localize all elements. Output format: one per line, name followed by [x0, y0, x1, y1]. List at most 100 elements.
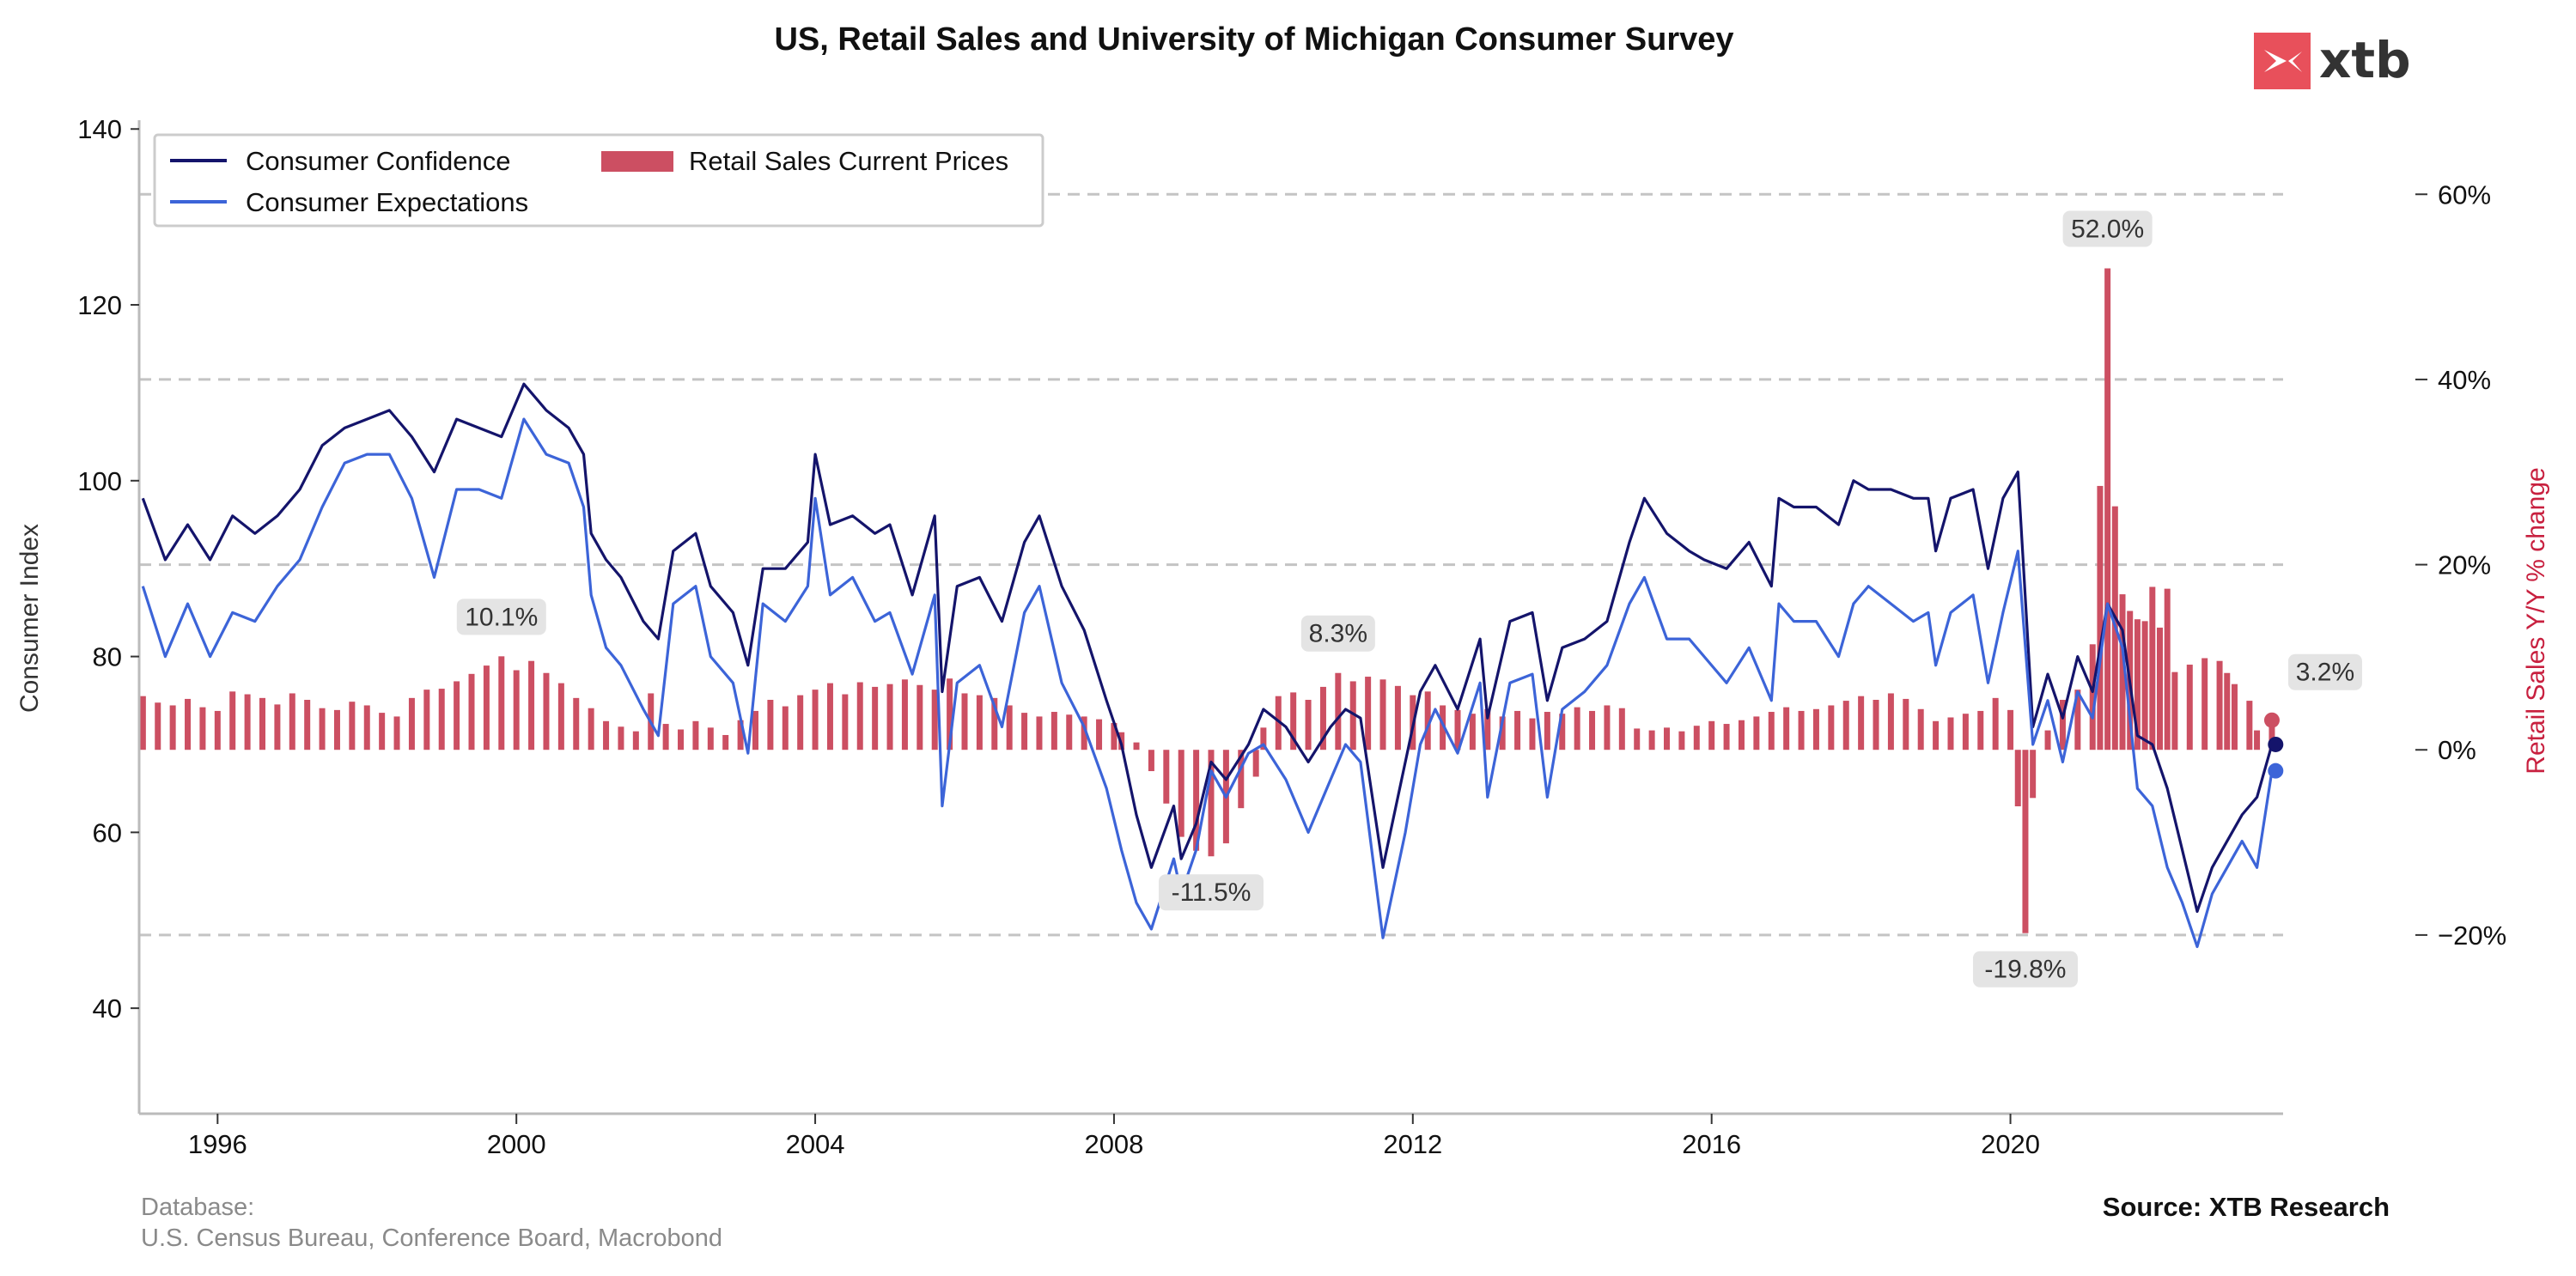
left-tick-label: 80 [93, 642, 122, 672]
retail-sales-bar [1379, 679, 1386, 750]
retail-sales-bar [274, 704, 281, 750]
retail-sales-bar [139, 696, 146, 750]
retail-sales-bar [722, 734, 729, 750]
annotation-label: 8.3% [1309, 620, 1367, 648]
retail-sales-bar [1006, 705, 1013, 750]
retail-sales-bar [2164, 588, 2171, 750]
retail-sales-bar [2074, 690, 2081, 750]
retail-sales-bar [2134, 619, 2141, 750]
retail-sales-bar [2231, 684, 2238, 750]
annotation-box [1972, 951, 2078, 987]
retail-sales-bar [1096, 719, 1103, 750]
consumer-confidence-line [141, 382, 2274, 914]
retail-sales-bar [528, 660, 535, 750]
annotation-label: 3.2% [2296, 659, 2354, 687]
footer-source: Source: XTB Research [2103, 1192, 2390, 1222]
retail-sales-bar [692, 720, 699, 750]
footer-database-sources: U.S. Census Bureau, Conference Board, Ma… [141, 1224, 722, 1252]
annotation-box [1300, 615, 1375, 652]
retail-sales-bar [438, 689, 445, 750]
consumer-lines [141, 382, 2274, 949]
annotation-label: -19.8% [1984, 956, 2066, 984]
retail-sales-bar [707, 727, 714, 750]
retail-sales-bar [2224, 672, 2231, 750]
retail-sales-bar [1335, 672, 1342, 750]
retail-sales-bar [1559, 714, 1566, 750]
retail-sales-bar [513, 670, 520, 750]
retail-sales-bar [1768, 712, 1775, 750]
left-axis-ticks: 40 60 80 100 120 140 [77, 114, 139, 1024]
left-tick-label: 100 [77, 466, 122, 496]
annotation-box [2287, 653, 2362, 690]
retail-sales-bar [1753, 716, 1760, 750]
left-axis-label: Consumer Index [15, 524, 44, 713]
retail-sales-bar [662, 724, 669, 750]
retail-sales-bar [185, 698, 192, 750]
retail-sales-bar [588, 708, 594, 750]
retail-sales-bar [1305, 700, 1312, 750]
retail-sales-bar [454, 681, 460, 750]
retail-sales-bar [199, 707, 206, 750]
retail-sales-bar [2268, 720, 2275, 750]
retail-sales-bar [2044, 730, 2051, 750]
retail-sales-bar [1290, 692, 1297, 750]
retail-sales-bar [678, 729, 685, 750]
retail-sales-bar [319, 708, 326, 750]
retail-sales-bars [139, 268, 2275, 933]
retail-sales-bar [2030, 750, 2037, 799]
retail-sales-bar [169, 705, 176, 750]
retail-sales-bar [797, 695, 804, 750]
consumer-expectations-end-marker [2268, 763, 2284, 779]
retail-sales-bar [947, 678, 953, 750]
right-tick-label: 20% [2438, 550, 2491, 580]
x-tick-label: 1996 [188, 1129, 247, 1159]
retail-sales-bar [543, 672, 550, 750]
annotation-label: 10.1% [465, 603, 538, 631]
retail-sales-bar [2141, 621, 2148, 750]
retail-sales-bar [2254, 730, 2261, 750]
retail-sales-bar [1634, 728, 1641, 750]
retail-sales-bar [304, 700, 311, 750]
retail-sales-bar [244, 694, 251, 750]
retail-sales-bar [2216, 660, 2223, 750]
retail-sales-bar [2104, 268, 2111, 750]
retail-sales-bar [1678, 731, 1685, 750]
retail-sales-bar [856, 682, 863, 750]
retail-sales-bar [408, 697, 415, 750]
retail-sales-bar [483, 665, 490, 750]
retail-sales-bar [1723, 724, 1730, 750]
retail-sales-bar [498, 656, 505, 750]
x-tick-label: 2008 [1084, 1129, 1143, 1159]
legend-swatch-retail-sales [601, 151, 673, 172]
retail-sales-bar [1917, 708, 1924, 750]
retail-sales-bar [1798, 710, 1805, 750]
retail-sales-bar [379, 713, 386, 750]
retail-sales-bar [1873, 700, 1879, 750]
retail-sales-bar [1947, 717, 1954, 750]
retail-sales-bar [1858, 696, 1865, 750]
chart-title: US, Retail Sales and University of Michi… [774, 21, 1733, 58]
retail-sales-bar [2171, 671, 2178, 750]
retail-sales-bar [1812, 708, 1819, 750]
right-axis-label: Retail Sales Y/Y % change [2522, 467, 2550, 774]
retail-sales-bar [2157, 627, 2164, 750]
retail-sales-bar [826, 683, 833, 750]
retail-sales-bar [1484, 708, 1491, 750]
retail-sales-bar [2014, 750, 2021, 807]
retail-sales-bar [1693, 726, 1700, 750]
right-tick-label: 0% [2438, 735, 2476, 765]
retail-sales-bar [557, 683, 564, 750]
retail-sales-bar [1933, 720, 1940, 750]
left-tick-label: 60 [93, 817, 122, 848]
retail-sales-bar [618, 726, 624, 750]
legend: Consumer Confidence Retail Sales Current… [153, 133, 1044, 228]
retail-sales-bar [214, 710, 221, 750]
retail-sales-bar [1529, 718, 1536, 750]
retail-sales-bar [991, 697, 998, 750]
annotation-label: 52.0% [2071, 216, 2144, 244]
retail-sales-bar [2089, 644, 2096, 750]
retail-sales-bar [1544, 712, 1550, 750]
retail-sales-bar [2007, 709, 2014, 750]
retail-sales-bar [1738, 720, 1745, 750]
